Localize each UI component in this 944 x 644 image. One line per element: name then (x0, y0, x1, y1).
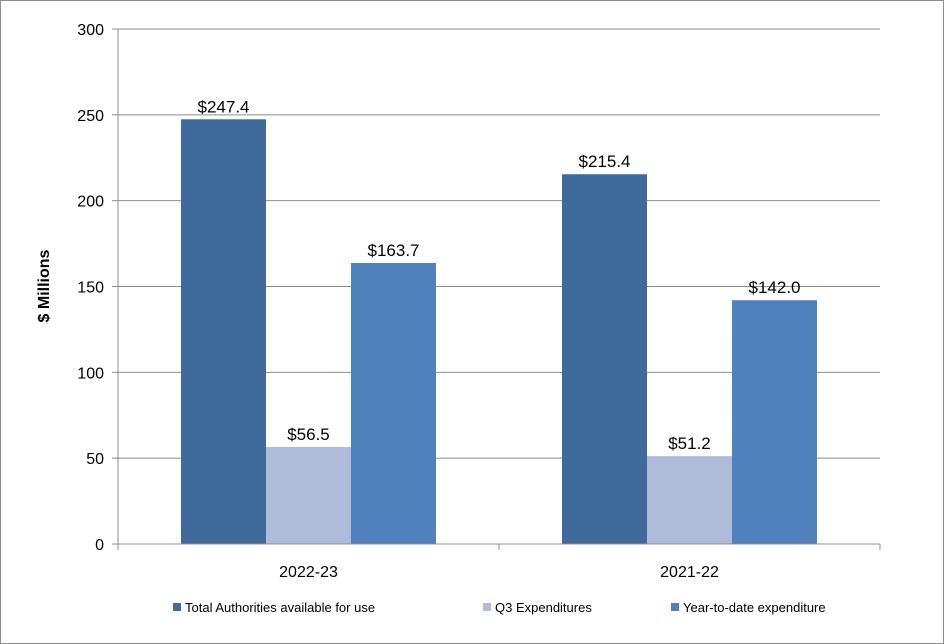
category-label: 2021-22 (660, 564, 719, 581)
y-tick-label: 50 (86, 451, 104, 468)
bar (351, 262, 436, 544)
y-tick-label: 100 (77, 365, 104, 382)
y-axis-label: $ Millions (36, 249, 53, 322)
legend-entry: Total Authorities available for use (185, 600, 375, 615)
data-label: $247.4 (198, 97, 250, 116)
bar (562, 174, 647, 545)
y-tick-label: 0 (95, 537, 104, 554)
y-tick-label: 150 (77, 280, 104, 297)
y-tick-label: 200 (77, 194, 104, 211)
data-label: $215.4 (579, 152, 631, 171)
bar (647, 456, 732, 544)
axes (112, 28, 881, 550)
legend-swatch (671, 603, 679, 611)
bar (732, 300, 817, 544)
data-label: $56.5 (287, 425, 330, 444)
data-labels: $247.4 $56.5 $163.7 $215.4 $51.2 $142.0 (198, 97, 801, 453)
bars (181, 119, 817, 545)
data-label: $142.0 (749, 278, 801, 297)
legend-swatch (483, 603, 491, 611)
y-tick-labels: 0 50 100 150 200 250 300 (77, 22, 104, 554)
bar (266, 447, 351, 544)
legend: Total Authorities available for use Q3 Ex… (173, 600, 826, 615)
data-label: $163.7 (368, 241, 420, 260)
y-tick-label: 300 (77, 22, 104, 39)
y-tick-label: 250 (77, 108, 104, 125)
legend-swatch (173, 603, 181, 611)
category-label: 2022-23 (279, 564, 338, 581)
category-labels: 2022-23 2021-22 (279, 564, 719, 581)
legend-entry: Q3 Expenditures (495, 600, 592, 615)
data-label: $51.2 (668, 434, 711, 453)
bar (181, 119, 266, 545)
legend-entry: Year-to-date expenditure (683, 600, 826, 615)
